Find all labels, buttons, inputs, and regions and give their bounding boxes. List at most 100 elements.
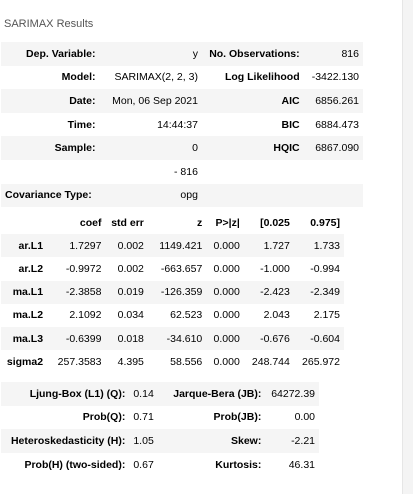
param-name: ma.L2 xyxy=(12,309,44,322)
summary-value xyxy=(304,160,363,184)
summary-value: 0 xyxy=(192,142,198,155)
summary-value: - 816 xyxy=(174,165,198,178)
table-cell: -34.610 xyxy=(166,332,203,345)
column-header: 0.975] xyxy=(310,216,340,229)
diagnostic-label: Kurtosis: xyxy=(215,458,262,471)
summary-label xyxy=(202,184,304,208)
table-row: Prob(Q): 0.71 Prob(JB): 0.00 xyxy=(1,406,319,430)
table-header-row: coef std err z P>|z| [0.025 0.975] xyxy=(1,211,344,234)
table-cell: -0.9972 xyxy=(65,262,102,275)
table-cell: 0.002 xyxy=(117,239,144,252)
summary-label: Time: xyxy=(67,118,96,131)
summary-value xyxy=(304,184,363,208)
table-row: Dep. Variable: y No. Observations: 816 xyxy=(1,42,363,66)
table-cell: 0.000 xyxy=(213,355,240,368)
summary-value: y xyxy=(192,47,198,60)
table-cell: 1.727 xyxy=(263,239,290,252)
table-row: Model: SARIMAX(2, 2, 3) Log Likelihood -… xyxy=(1,66,363,90)
results-caption: SARIMAX Results xyxy=(4,18,94,30)
diagnostic-label: Jarque-Bera (JB): xyxy=(173,387,262,400)
summary-label: Model: xyxy=(61,71,96,84)
table-row: Heteroskedasticity (H): 1.05 Skew: -2.21 xyxy=(1,429,319,453)
column-header xyxy=(1,211,47,234)
summary-value: 816 xyxy=(341,47,359,60)
summary-value: 6884.473 xyxy=(315,118,359,131)
summary-label: Dep. Variable: xyxy=(26,47,96,60)
diagnostic-label: Skew: xyxy=(231,434,262,447)
param-name: ar.L1 xyxy=(18,239,44,252)
table-cell: 0.002 xyxy=(117,262,144,275)
table-cell: 0.018 xyxy=(117,332,144,345)
diagnostic-value: 0.14 xyxy=(133,387,154,400)
table-row: Time: 14:44:37 BIC 6884.473 xyxy=(1,113,363,137)
param-name: ar.L2 xyxy=(18,262,44,275)
diagnostic-value: 0.71 xyxy=(133,411,154,424)
table-row: Ljung-Box (L1) (Q): 0.14 Jarque-Bera (JB… xyxy=(1,382,319,406)
table-cell: 1.7297 xyxy=(69,239,102,252)
column-header: [0.025 xyxy=(260,216,290,229)
table-cell: -2.3858 xyxy=(65,286,102,299)
summary-label: Sample: xyxy=(54,142,96,155)
table-cell: -2.423 xyxy=(260,286,290,299)
column-header: coef xyxy=(79,216,102,229)
summary-label xyxy=(202,160,304,184)
table-cell: -1.000 xyxy=(260,262,290,275)
summary-value: 14:44:37 xyxy=(157,118,198,131)
table-cell: -126.359 xyxy=(160,286,203,299)
diagnostic-value: -2.21 xyxy=(291,434,315,447)
diagnostic-value: 0.00 xyxy=(294,411,315,424)
summary-value: 6856.261 xyxy=(315,94,359,107)
table-cell: -0.994 xyxy=(310,262,340,275)
diagnostic-label: Heteroskedasticity (H): xyxy=(10,434,126,447)
model-summary-table: Dep. Variable: y No. Observations: 816 M… xyxy=(1,42,363,208)
diagnostic-label: Prob(JB): xyxy=(213,411,262,424)
diagnostic-value: 0.67 xyxy=(133,458,154,471)
diagnostic-label: Prob(Q): xyxy=(82,411,126,424)
summary-label: Log Likelihood xyxy=(224,71,300,84)
summary-label: No. Observations: xyxy=(209,47,300,60)
table-cell: 1.733 xyxy=(313,239,340,252)
table-cell: 0.034 xyxy=(117,309,144,322)
table-cell: 0.019 xyxy=(117,286,144,299)
summary-value: opg xyxy=(180,189,198,202)
table-cell: 265.972 xyxy=(302,355,340,368)
summary-label xyxy=(1,160,99,184)
summary-label: BIC xyxy=(281,118,300,131)
table-row: - 816 xyxy=(1,160,363,184)
summary-label: HQIC xyxy=(273,142,300,155)
table-cell: 0.000 xyxy=(213,262,240,275)
table-row: Prob(H) (two-sided): 0.67 Kurtosis: 46.3… xyxy=(1,453,319,477)
diagnostic-label: Ljung-Box (L1) (Q): xyxy=(29,387,126,400)
table-cell: 248.744 xyxy=(251,355,290,368)
table-row: ma.L2 2.1092 0.034 62.523 0.000 2.043 2.… xyxy=(1,304,344,327)
table-cell: -2.349 xyxy=(310,286,340,299)
column-header: z xyxy=(197,216,203,229)
summary-label: Date: xyxy=(69,94,96,107)
table-cell: 0.000 xyxy=(213,286,240,299)
table-row: ma.L3 -0.6399 0.018 -34.610 0.000 -0.676… xyxy=(1,326,344,351)
table-row: Sample: 0 HQIC 6867.090 xyxy=(1,136,363,160)
column-header: std err xyxy=(111,216,144,229)
table-cell: 2.175 xyxy=(313,309,340,322)
summary-label: AIC xyxy=(281,94,300,107)
table-cell: -0.604 xyxy=(310,332,340,345)
summary-value: Mon, 06 Sep 2021 xyxy=(112,94,198,107)
diagnostics-table: Ljung-Box (L1) (Q): 0.14 Jarque-Bera (JB… xyxy=(1,382,319,476)
table-cell: 0.000 xyxy=(213,239,240,252)
table-cell: -663.657 xyxy=(160,262,203,275)
diagnostic-value: 1.05 xyxy=(133,434,154,447)
vertical-scrollbar[interactable] xyxy=(402,0,413,494)
table-row: Date: Mon, 06 Sep 2021 AIC 6856.261 xyxy=(1,89,363,113)
diagnostic-value: 64272.39 xyxy=(271,387,315,400)
summary-value: -3422.130 xyxy=(311,71,359,84)
table-cell: -0.6399 xyxy=(65,332,102,345)
table-cell: 58.556 xyxy=(170,355,203,368)
table-row: ma.L1 -2.3858 0.019 -126.359 0.000 -2.42… xyxy=(1,280,344,304)
table-cell: 1149.421 xyxy=(159,239,203,252)
table-cell: 2.1092 xyxy=(69,309,102,322)
column-header: P>|z| xyxy=(215,216,240,229)
table-cell: 62.523 xyxy=(170,309,203,322)
table-row: ar.L1 1.7297 0.002 1149.421 0.000 1.727 … xyxy=(1,234,344,258)
table-cell: 2.043 xyxy=(263,309,290,322)
summary-value: SARIMAX(2, 2, 3) xyxy=(114,71,198,84)
